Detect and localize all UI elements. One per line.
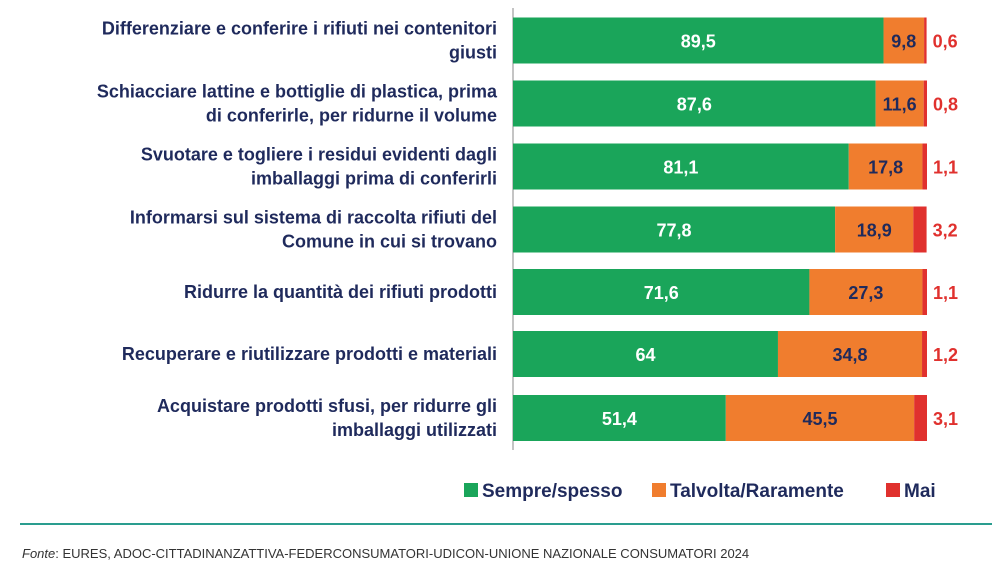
- data-label: 87,6: [677, 95, 712, 115]
- legend-swatch: [652, 483, 666, 497]
- data-label: 18,9: [857, 221, 892, 241]
- category-label: Ridurre la quantità dei rifiuti prodotti: [184, 282, 497, 302]
- category-label: Svuotare e togliere i residui evidenti d…: [141, 145, 497, 189]
- data-label: 1,1: [933, 158, 958, 178]
- source-prefix: Fonte: [22, 546, 56, 561]
- category-label: Recuperare e riutilizzare prodotti e mat…: [122, 344, 497, 364]
- bar-segment-talvolta-raramente: [848, 143, 923, 190]
- bar-segment-talvolta-raramente: [777, 331, 923, 377]
- legend-label: Sempre/spesso: [482, 481, 622, 502]
- data-label: 3,1: [933, 409, 958, 429]
- bar-segment-mai: [924, 17, 927, 64]
- bar-segment-mai: [922, 331, 927, 377]
- legend-swatch: [464, 483, 478, 497]
- bar-segment-sempre-spesso: [513, 80, 876, 127]
- data-label: 3,2: [933, 221, 958, 241]
- data-label: 81,1: [663, 158, 698, 178]
- data-label: 89,5: [681, 32, 716, 52]
- bar-segment-sempre-spesso: [513, 269, 810, 315]
- category-label: Schiacciare lattine e bottiglie di plast…: [97, 82, 498, 126]
- footer-divider: [20, 523, 992, 525]
- category-label: Informarsi sul sistema di raccolta rifiu…: [130, 208, 497, 252]
- bar-segment-sempre-spesso: [513, 17, 884, 64]
- legend-label: Mai: [904, 481, 936, 502]
- data-label: 34,8: [832, 345, 867, 365]
- data-label: 77,8: [657, 221, 692, 241]
- bar-segment-mai: [922, 269, 927, 315]
- bar-segment-sempre-spesso: [513, 143, 849, 190]
- data-label: 17,8: [868, 158, 903, 178]
- data-label: 71,6: [644, 283, 679, 303]
- bar-segment-mai: [913, 206, 927, 253]
- data-label: 0,8: [933, 95, 958, 115]
- data-label: 11,6: [883, 95, 917, 115]
- data-label: 51,4: [602, 409, 637, 429]
- source-text: : EURES, ADOC-CITTADINANZATTIVA-FEDERCON…: [55, 546, 750, 561]
- bar-segment-mai: [914, 395, 927, 441]
- data-label: 1,2: [933, 345, 958, 365]
- data-label: 45,5: [802, 409, 837, 429]
- legend-label: Talvolta/Raramente: [670, 481, 844, 502]
- bar-segment-mai: [922, 143, 927, 190]
- data-label: 0,6: [933, 32, 958, 52]
- category-label: Differenziare e conferire i rifiuti nei …: [102, 19, 497, 63]
- bar-segment-sempre-spesso: [513, 331, 778, 377]
- bar-segment-mai: [923, 80, 927, 127]
- bar-segment-talvolta-raramente: [725, 395, 915, 441]
- category-label: Acquistare prodotti sfusi, per ridurre g…: [157, 396, 497, 440]
- bar-segment-talvolta-raramente: [883, 17, 925, 64]
- data-label: 27,3: [848, 283, 883, 303]
- bar-segment-talvolta-raramente: [875, 80, 924, 127]
- source-note: Fonte: EURES, ADOC-CITTADINANZATTIVA-FED…: [22, 546, 749, 561]
- bar-segment-sempre-spesso: [513, 206, 836, 253]
- bar-segment-sempre-spesso: [513, 395, 726, 441]
- stacked-bar-chart: Differenziare e conferire i rifiuti nei …: [97, 8, 958, 502]
- data-label: 64: [635, 345, 655, 365]
- data-label: 1,1: [933, 283, 958, 303]
- data-label: 9,8: [891, 32, 916, 52]
- legend-swatch: [886, 483, 900, 497]
- bar-segment-talvolta-raramente: [809, 269, 923, 315]
- bar-segment-talvolta-raramente: [835, 206, 914, 253]
